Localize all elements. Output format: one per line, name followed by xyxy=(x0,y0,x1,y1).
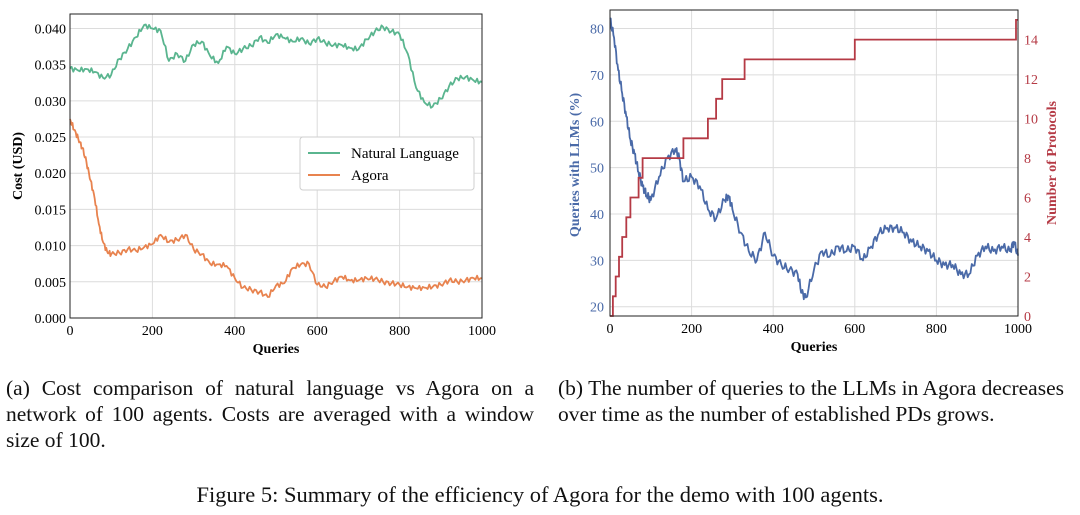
x-tick-label-a: 600 xyxy=(307,324,328,339)
y-tick-label-right-b: 0 xyxy=(1024,310,1031,325)
y-tick-label-right-b: 12 xyxy=(1024,73,1038,88)
y-tick-label-a: 0.020 xyxy=(35,167,67,182)
y-axis-label-a: Cost (USD) xyxy=(11,132,26,200)
x-tick-label-a: 200 xyxy=(142,324,163,339)
series-line-natural-language xyxy=(69,23,483,109)
figure-caption: Figure 5: Summary of the efficiency of A… xyxy=(196,482,884,507)
y-tick-label-left-b: 20 xyxy=(590,301,604,316)
y-tick-label-left-b: 30 xyxy=(590,254,604,269)
y-tick-label-a: 0.035 xyxy=(35,59,67,74)
cost-comparison-chart: 0 200 400 600 800 1000 0.000 0.005 0.010 0.015 0.0… xyxy=(11,13,496,357)
x-tick-label-b: 1000 xyxy=(1004,322,1032,337)
y-tick-label-right-b: 2 xyxy=(1024,271,1031,286)
legend-a: Natural Language Agora xyxy=(299,136,475,191)
y-tick-label-a: 0.015 xyxy=(35,203,67,218)
y-tick-label-a: 0.040 xyxy=(35,22,67,37)
y-tick-label-a: 0.000 xyxy=(35,312,67,327)
y-tick-label-right-b: 8 xyxy=(1024,152,1031,167)
caption-b: (b) The number of queries to the LLMs in… xyxy=(558,376,1064,426)
y-tick-label-left-b: 60 xyxy=(590,115,604,130)
x-tick-label-b: 0 xyxy=(607,322,614,337)
x-tick-label-b: 200 xyxy=(681,322,702,337)
y-tick-label-left-b: 80 xyxy=(590,23,604,38)
y-tick-label-left-b: 40 xyxy=(590,208,604,223)
legend-label-agora: Agora xyxy=(351,168,389,184)
y-tick-label-left-b: 70 xyxy=(590,69,604,84)
y-tick-label-a: 0.030 xyxy=(35,95,67,110)
x-tick-label-a: 400 xyxy=(224,324,245,339)
caption-a: (a) Cost comparison of natural language … xyxy=(6,376,534,452)
x-tick-label-b: 400 xyxy=(763,322,784,337)
x-axis-label-b: Queries xyxy=(791,340,838,355)
y-tick-label-a: 0.025 xyxy=(35,131,67,146)
y-tick-label-a: 0.005 xyxy=(35,276,67,291)
llm-queries-protocols-chart: 0 200 400 600 800 100020304050607080024681012… xyxy=(568,9,1060,355)
x-tick-label-a: 0 xyxy=(67,324,74,339)
x-tick-label-b: 800 xyxy=(926,322,947,337)
y-tick-label-a: 0.010 xyxy=(35,240,67,255)
series-line-queries-with-llms xyxy=(609,17,1019,301)
y-tick-label-right-b: 6 xyxy=(1024,192,1031,207)
plot-frame-a xyxy=(69,13,483,319)
plot-frame-b xyxy=(609,9,1019,317)
y-tick-label-right-b: 10 xyxy=(1024,113,1038,128)
series-line-agora xyxy=(69,118,483,298)
series-line-number-of-protocols xyxy=(610,18,1018,317)
legend-label-natural-language: Natural Language xyxy=(351,146,459,162)
x-tick-label-a: 1000 xyxy=(468,324,496,339)
y-axis-label-left-b: Queries with LLMs (%) xyxy=(568,93,583,238)
y-axis-label-right-b: Number of Protocols xyxy=(1045,101,1060,225)
y-tick-label-left-b: 50 xyxy=(590,162,604,177)
x-axis-label-a: Queries xyxy=(253,342,300,357)
x-tick-label-a: 800 xyxy=(389,324,410,339)
x-tick-label-b: 600 xyxy=(844,322,865,337)
y-tick-label-right-b: 4 xyxy=(1024,231,1031,246)
y-tick-label-right-b: 14 xyxy=(1024,34,1038,49)
